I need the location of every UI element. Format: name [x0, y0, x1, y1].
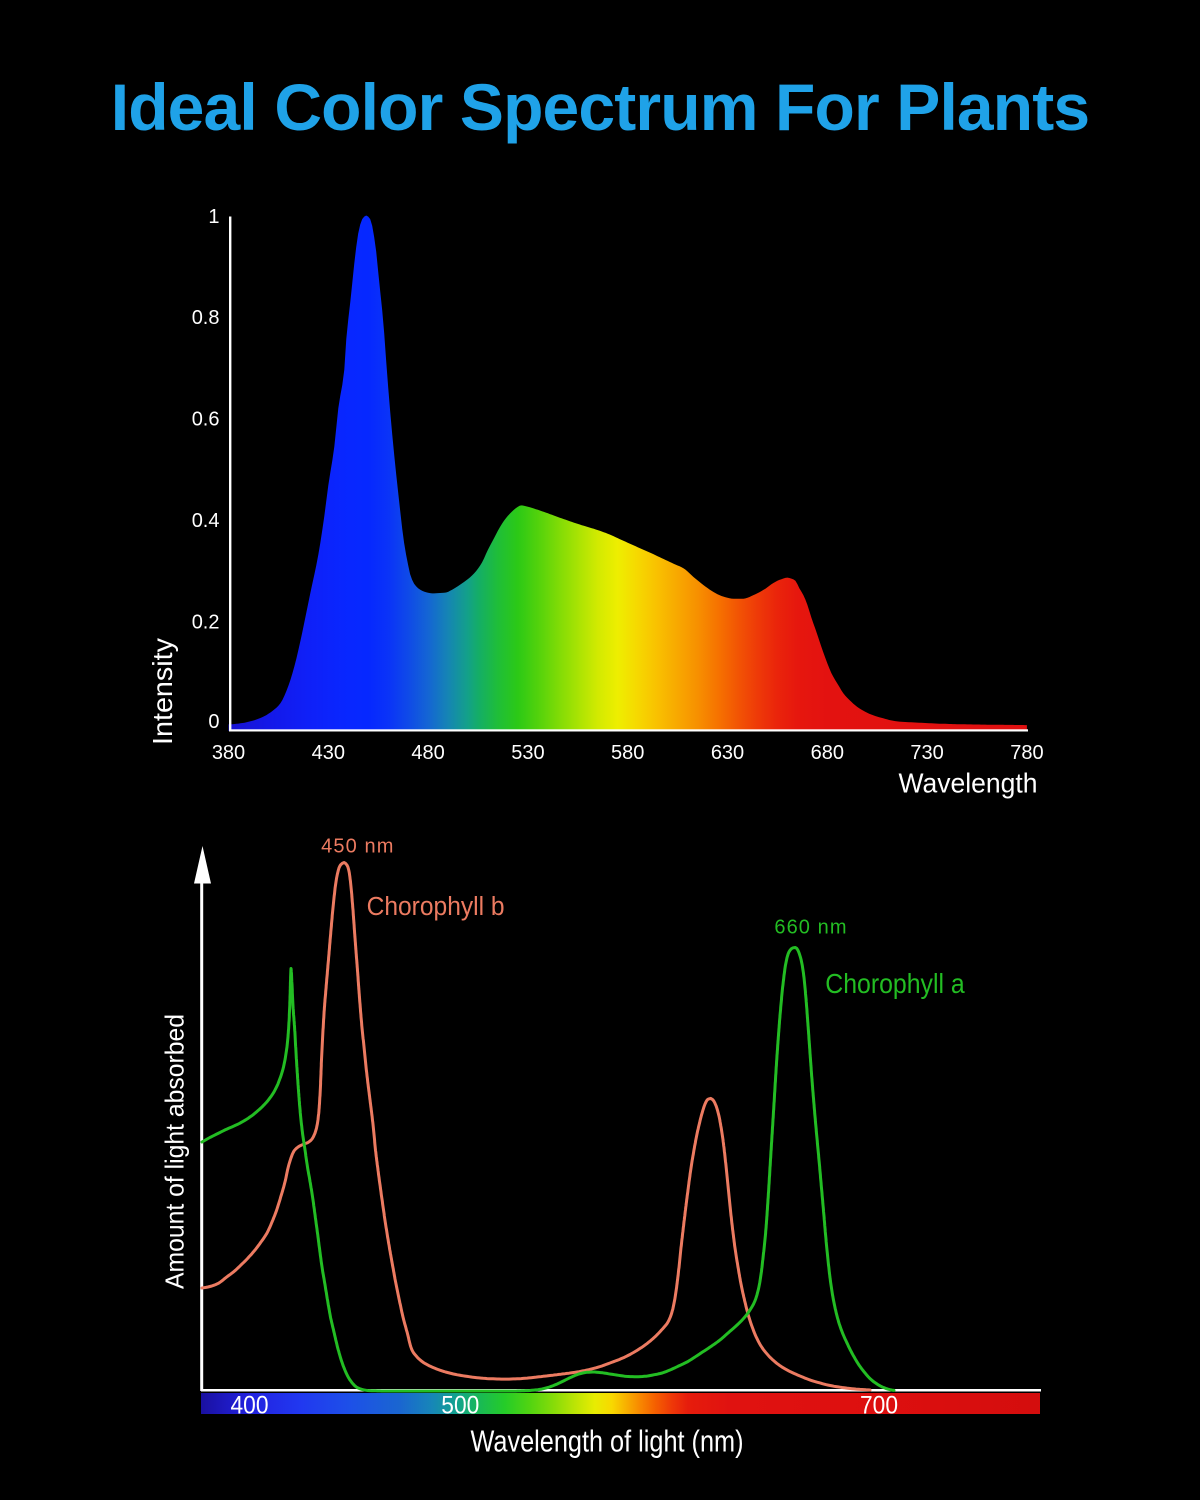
svg-text:Chorophyll b: Chorophyll b: [367, 893, 505, 921]
svg-text:380: 380: [212, 742, 245, 764]
svg-text:Ideal Color Spectrum For Plant: Ideal Color Spectrum For Plants: [111, 70, 1090, 144]
svg-text:500: 500: [441, 1392, 479, 1420]
svg-text:480: 480: [411, 742, 444, 764]
svg-text:0.4: 0.4: [192, 510, 220, 532]
svg-text:660 nm: 660 nm: [774, 917, 847, 939]
svg-text:700: 700: [860, 1392, 898, 1420]
svg-text:400: 400: [231, 1392, 269, 1420]
svg-text:580: 580: [611, 742, 644, 764]
svg-text:Wavelength of light (nm): Wavelength of light (nm): [471, 1424, 744, 1459]
svg-text:430: 430: [312, 742, 345, 764]
svg-text:0.8: 0.8: [192, 307, 220, 329]
svg-text:0.2: 0.2: [192, 612, 220, 634]
svg-text:Wavelength: Wavelength: [899, 768, 1038, 799]
svg-text:Intensity: Intensity: [147, 638, 178, 745]
svg-text:Chorophyll a: Chorophyll a: [825, 968, 965, 999]
svg-text:630: 630: [711, 742, 744, 764]
svg-text:680: 680: [811, 742, 844, 764]
svg-text:0.6: 0.6: [192, 409, 220, 431]
svg-text:450 nm: 450 nm: [321, 836, 394, 858]
svg-text:1: 1: [208, 206, 219, 228]
svg-text:780: 780: [1010, 742, 1043, 764]
svg-text:Amount of light absorbed: Amount of light absorbed: [160, 1014, 190, 1289]
svg-text:730: 730: [910, 742, 943, 764]
svg-text:0: 0: [208, 711, 219, 733]
svg-text:530: 530: [511, 742, 544, 764]
